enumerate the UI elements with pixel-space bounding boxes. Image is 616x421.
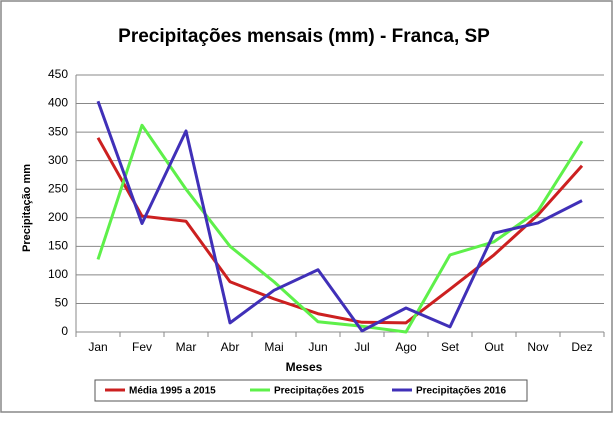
legend-label: Média 1995 a 2015	[129, 386, 216, 397]
x-tick-label: Set	[441, 340, 460, 354]
y-tick-label: 50	[55, 296, 69, 310]
y-tick-label: 300	[48, 153, 68, 167]
x-tick-label: Nov	[527, 340, 548, 354]
y-tick-label: 100	[48, 267, 68, 281]
chart-title: Precipitações mensais (mm) - Franca, SP	[118, 26, 490, 47]
series-line	[96, 137, 584, 325]
y-tick-label: 350	[48, 124, 68, 138]
x-tick-label: Ago	[395, 340, 417, 354]
x-tick-label: Out	[484, 340, 504, 354]
series-line	[96, 123, 584, 334]
y-axis-title: Precipitação mm	[21, 164, 33, 252]
x-tick-label: Fev	[132, 340, 152, 354]
x-tick-label: Jun	[308, 340, 327, 354]
y-tick-label: 250	[48, 181, 68, 195]
legend-box	[94, 379, 528, 402]
x-axis-title: Meses	[286, 360, 323, 374]
y-tick-label: 450	[48, 67, 68, 81]
y-tick-label: 150	[48, 239, 68, 253]
x-tick-label: Jul	[354, 340, 369, 354]
x-tick-label: Dez	[571, 340, 592, 354]
x-tick-label: Mar	[176, 340, 197, 354]
chart-border	[0, 0, 613, 413]
y-tick-label: 200	[48, 210, 68, 224]
x-tick-label: Jan	[88, 340, 107, 354]
series-line	[96, 100, 583, 333]
y-tick-label: 0	[61, 324, 68, 338]
x-tick-label: Abr	[221, 340, 240, 354]
x-tick-label: Mai	[264, 340, 283, 354]
legend-label: Precipitações 2015	[274, 386, 364, 397]
y-tick-label: 400	[48, 96, 68, 110]
legend-label: Precipitações 2016	[416, 386, 506, 397]
